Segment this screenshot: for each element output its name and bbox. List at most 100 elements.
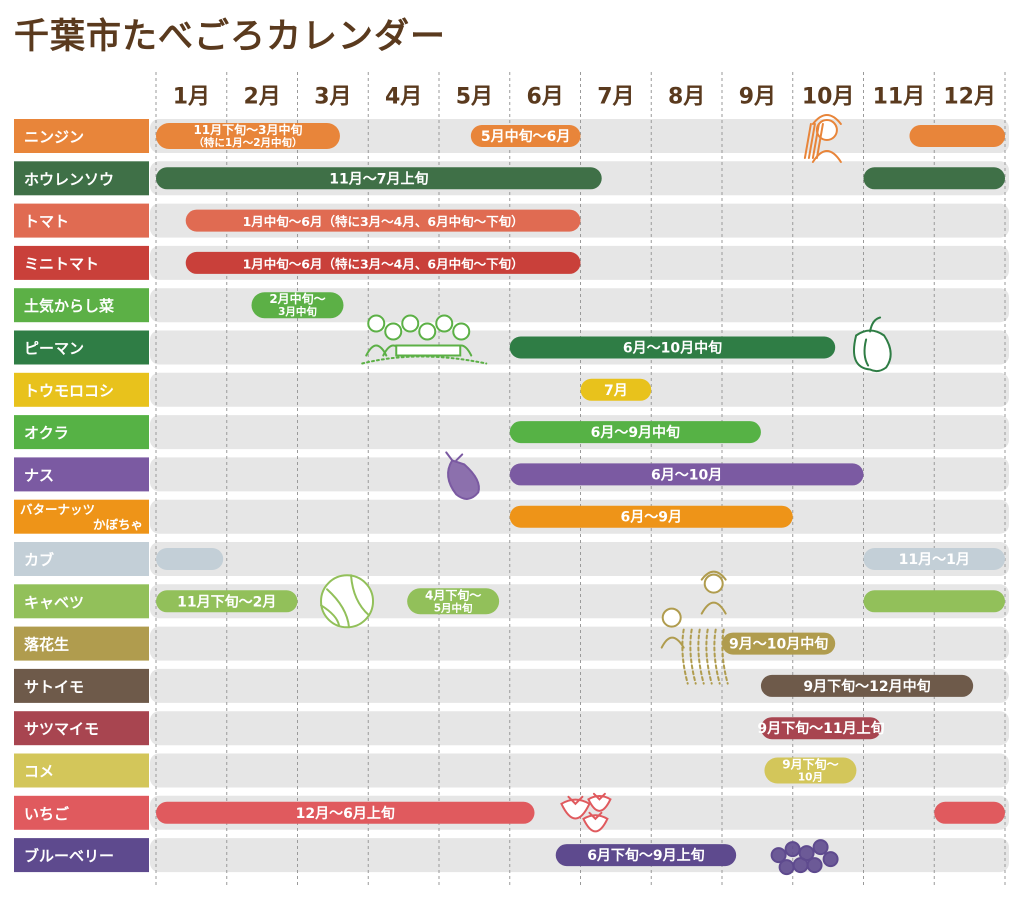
- bar-sublabel: （特に1月〜2月中旬）: [193, 136, 302, 149]
- bar-label: 6月下旬〜9月上旬: [587, 847, 704, 864]
- bar-label: 6月〜9月中旬: [591, 424, 680, 441]
- month-label: 7月: [597, 85, 634, 110]
- bar-label: 9月下旬〜: [782, 757, 838, 772]
- row-label-box: [14, 795, 149, 830]
- season-bar: [470, 125, 581, 147]
- bar-label: 2月中旬〜: [269, 291, 325, 306]
- bar-label: 12月〜6月上旬: [296, 805, 395, 822]
- bar-sublabel: 10月: [798, 772, 823, 784]
- bar-label: 1月中旬〜6月（特に3月〜4月、6月中旬〜下旬）: [243, 256, 524, 271]
- chart-title: 千葉市たべごろカレンダー: [14, 17, 447, 57]
- season-bar: [185, 251, 581, 274]
- row-label-box: [14, 330, 149, 365]
- row-label: コメ: [24, 763, 54, 781]
- row-label-box: [14, 245, 149, 280]
- month-label: 11月: [873, 85, 926, 110]
- row-label: トウモロコシ: [24, 382, 114, 400]
- row-label-box: [14, 457, 149, 492]
- month-label: 10月: [802, 85, 855, 110]
- season-bar: [580, 378, 652, 401]
- month-label: 4月: [385, 85, 422, 110]
- bar-label: 11月〜1月: [899, 552, 970, 568]
- row-label: ピーマン: [24, 340, 84, 358]
- row-track: [150, 753, 1009, 788]
- season-bar: [185, 209, 581, 232]
- month-label: 8月: [668, 85, 705, 110]
- row-label-box: [14, 203, 149, 238]
- bar-label: 9月下旬〜11月上旬: [757, 720, 884, 737]
- month-label: 6月: [526, 85, 563, 110]
- bar-label: 6月〜10月中旬: [623, 340, 722, 357]
- row-label-line: かぼちゃ: [93, 517, 143, 532]
- row-label: いちご: [24, 805, 70, 823]
- season-bar: [863, 548, 1005, 570]
- row-track: [150, 372, 1009, 407]
- month-label: 2月: [243, 85, 280, 110]
- bar-label: 9月〜10月中旬: [729, 636, 828, 653]
- season-bar: [509, 463, 864, 486]
- bar-label: 11月〜7月上旬: [329, 170, 428, 187]
- season-bar: [156, 548, 224, 570]
- season-bar: [509, 505, 793, 528]
- bar-sublabel: 3月中旬: [278, 305, 317, 318]
- row-label-box: [14, 542, 149, 576]
- row-label: オクラ: [24, 424, 69, 442]
- row-label: ブルーベリー: [24, 847, 114, 865]
- bar-label: 5月中旬〜6月: [481, 128, 570, 145]
- season-bar: [407, 588, 500, 615]
- row-track: [150, 288, 1009, 323]
- bar-label: 11月下旬〜3月中旬: [193, 122, 302, 137]
- row-label: キャベツ: [24, 593, 84, 611]
- bar-label: 9月下旬〜12月中旬: [803, 678, 930, 695]
- row-label: 落花生: [24, 636, 69, 654]
- row-label-box: [14, 415, 149, 450]
- row-label-box: [14, 288, 149, 323]
- row-label: ナス: [24, 466, 54, 484]
- row-label: ホウレンソウ: [24, 170, 114, 188]
- row-label: ニンジン: [24, 128, 84, 146]
- season-bar: [934, 801, 1005, 824]
- bar-sublabel: 5月中旬: [434, 601, 473, 614]
- season-bar: [156, 167, 602, 190]
- row-label-box: [14, 753, 149, 788]
- season-bar: [909, 125, 1005, 147]
- season-bar: [156, 123, 340, 149]
- season-bar: [156, 590, 298, 613]
- row-label-box: [14, 161, 149, 196]
- row-label-box: [14, 119, 149, 153]
- row-label-box: [14, 838, 149, 873]
- month-label: 5月: [456, 85, 493, 110]
- month-label: 1月: [173, 85, 210, 110]
- row-label: カブ: [24, 551, 54, 569]
- bar-label: 7月: [604, 383, 628, 399]
- season-bar: [760, 674, 974, 697]
- row-label-box: [14, 626, 149, 661]
- row-track: [150, 542, 1009, 576]
- season-bar: [760, 717, 882, 740]
- bar-label: 6月〜10月: [651, 467, 722, 483]
- season-bar: [509, 336, 836, 359]
- row-label-box: [14, 584, 149, 619]
- row-label-line: バターナッツ: [20, 502, 95, 517]
- row-label: トマト: [24, 213, 69, 231]
- season-bar: [863, 590, 1005, 613]
- month-label: 3月: [314, 85, 351, 110]
- row-track: [150, 626, 1009, 661]
- season-bar: [764, 757, 857, 784]
- bar-label: 1月中旬〜6月（特に3月〜4月、6月中旬〜下旬）: [243, 214, 524, 229]
- season-bar: [509, 421, 761, 444]
- row-label-box: [14, 499, 149, 534]
- bar-label: 6月〜9月: [621, 510, 682, 526]
- month-label: 12月: [943, 85, 996, 110]
- season-bar: [722, 632, 836, 655]
- row-label: サトイモ: [24, 678, 84, 696]
- row-label: ミニトマト: [24, 255, 99, 273]
- season-bar: [251, 292, 344, 319]
- row-label-box: [14, 711, 149, 746]
- row-label-box: [14, 372, 149, 407]
- bar-label: 4月下旬〜: [425, 587, 481, 602]
- row-label-box: [14, 668, 149, 703]
- season-bar: [156, 801, 535, 824]
- row-label: サツマイモ: [24, 720, 99, 738]
